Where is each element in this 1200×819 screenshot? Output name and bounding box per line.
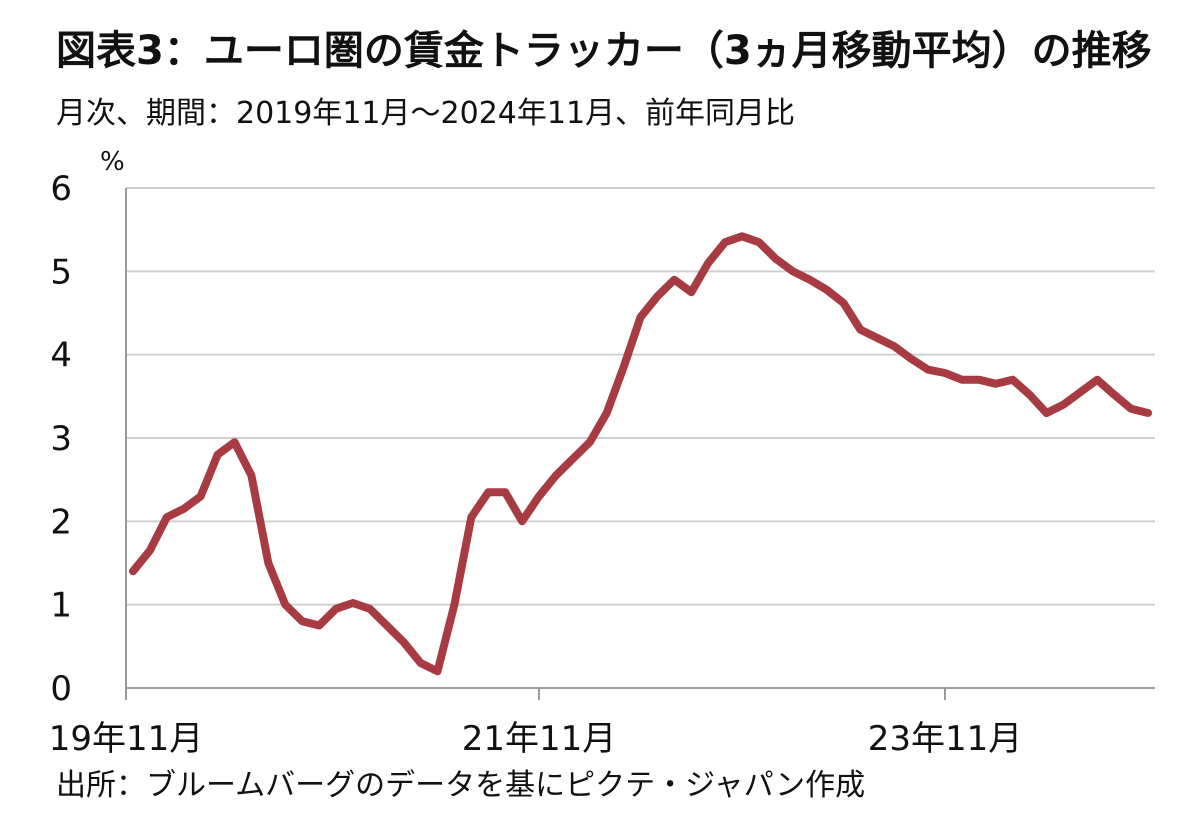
- x-axis-ticks: 19年11月 21年11月 23年11月: [49, 688, 1023, 759]
- axes: [125, 188, 1155, 689]
- x-tick-label-2: 23年11月: [868, 719, 1023, 759]
- y-tick-label-1: 1: [50, 586, 72, 626]
- x-tick-label-1: 21年11月: [462, 719, 617, 759]
- y-axis-ticks: 0 1 2 3 4 5 6: [50, 169, 72, 709]
- chart-subtitle: 月次、期間：2019年11月～2024年11月、前年同月比: [56, 96, 796, 131]
- y-tick-label-2: 2: [50, 502, 72, 542]
- y-tick-label-0: 0: [50, 669, 72, 709]
- y-tick-label-5: 5: [50, 252, 72, 292]
- chart-title: 図表3：ユーロ圏の賃金トラッカー（3ヵ月移動平均）の推移: [56, 28, 1152, 74]
- series-group: [129, 232, 1152, 676]
- x-tick-label-0: 19年11月: [49, 719, 204, 759]
- y-axis-unit: %: [100, 147, 125, 177]
- grid-lines: [126, 187, 1155, 606]
- series-line: [129, 232, 1152, 676]
- y-tick-label-6: 6: [50, 169, 72, 209]
- y-tick-label-4: 4: [50, 336, 72, 376]
- source-note: 出所：ブルームバーグのデータを基にピクテ・ジャパン作成: [56, 768, 866, 803]
- y-tick-label-3: 3: [50, 419, 72, 459]
